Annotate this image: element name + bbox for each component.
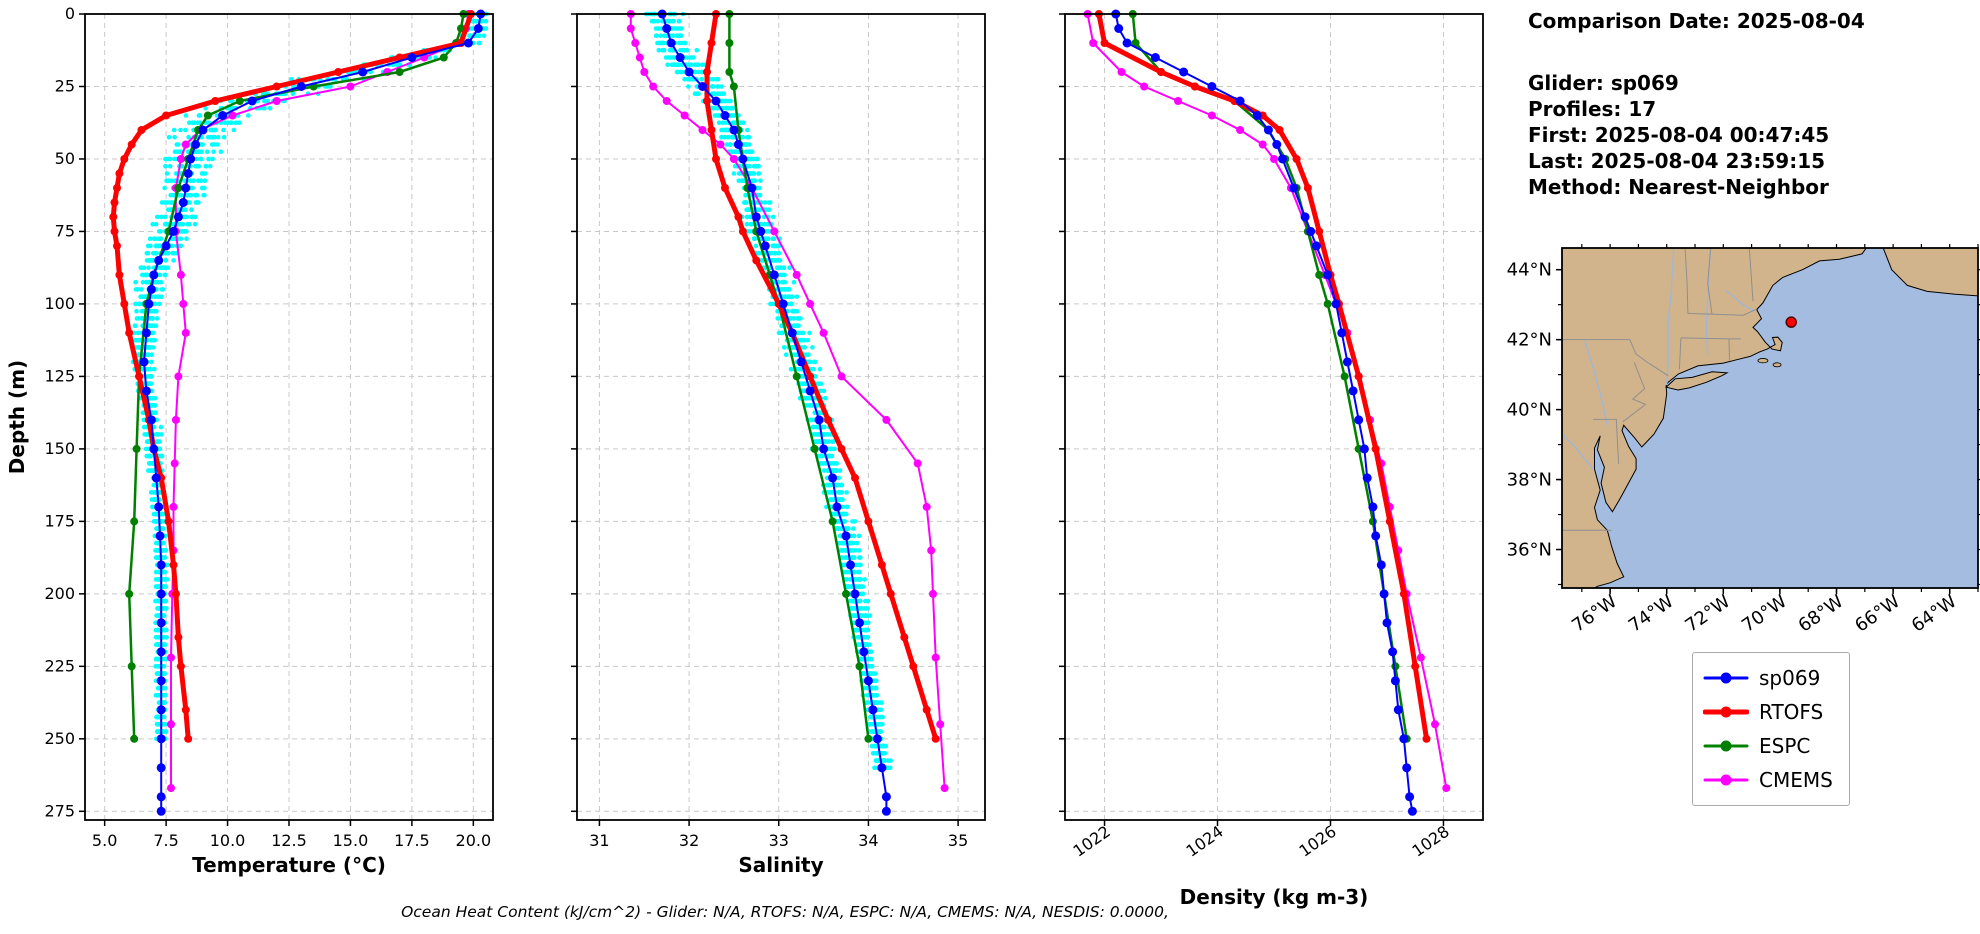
svg-text:64°W: 64°W <box>1908 591 1961 637</box>
state-border <box>1684 248 1689 314</box>
method: Method: Nearest-Neighbor <box>1528 175 1829 199</box>
svg-text:70°W: 70°W <box>1738 591 1791 637</box>
svg-text:76°W: 76°W <box>1568 591 1621 637</box>
profiles-count: Profiles: 17 <box>1528 97 1657 121</box>
temperature-panel: 5.0 7.5 10.0 12.5 15.0 17.5 20.0 0 25 50 75 100 125 1… <box>5 4 494 877</box>
state-border <box>1728 338 1730 361</box>
svg-text:1024: 1024 <box>1183 822 1227 861</box>
legend-line-sp069 <box>1703 672 1749 684</box>
svg-text:5.0: 5.0 <box>92 831 117 850</box>
svg-text:250: 250 <box>44 729 75 748</box>
svg-text:31: 31 <box>589 831 609 850</box>
legend-entry-cmems: CMEMS <box>1703 763 1833 797</box>
svg-text:100: 100 <box>44 294 75 313</box>
svg-text:125: 125 <box>44 366 75 385</box>
svg-text:36°N: 36°N <box>1507 540 1552 561</box>
svg-text:32: 32 <box>679 831 699 850</box>
svg-text:50: 50 <box>55 149 75 168</box>
svg-text:225: 225 <box>44 656 75 675</box>
svg-text:74°W: 74°W <box>1625 591 1678 637</box>
comparison-date: Comparison Date: 2025-08-04 <box>1528 9 1865 33</box>
state-border <box>1562 339 1648 363</box>
legend-entry-rtofs: RTOFS <box>1703 695 1833 729</box>
svg-text:0: 0 <box>65 4 75 23</box>
x-axis-label: Salinity <box>738 853 823 877</box>
series-sp069 <box>139 9 486 816</box>
svg-text:275: 275 <box>44 801 75 820</box>
svg-text:1022: 1022 <box>1070 822 1114 861</box>
x-axis-label: Temperature (°C) <box>192 853 386 877</box>
svg-text:40°N: 40°N <box>1507 400 1552 421</box>
svg-text:150: 150 <box>44 439 75 458</box>
svg-text:34: 34 <box>858 831 878 850</box>
river <box>1562 433 1594 470</box>
svg-text:200: 200 <box>44 584 75 603</box>
legend-label: RTOFS <box>1759 700 1824 724</box>
first-profile-time: First: 2025-08-04 00:47:45 <box>1528 123 1830 147</box>
svg-text:7.5: 7.5 <box>153 831 178 850</box>
legend-entry-sp069: sp069 <box>1703 661 1833 695</box>
svg-text:35: 35 <box>948 831 968 850</box>
legend-label: ESPC <box>1759 734 1811 758</box>
series-sp069 <box>657 9 891 816</box>
river <box>1666 248 1675 386</box>
state-border <box>1680 337 1741 340</box>
svg-text:38°N: 38°N <box>1507 470 1552 491</box>
state-border <box>1622 362 1647 423</box>
state-border <box>1748 248 1754 302</box>
series-rtofs <box>109 10 475 743</box>
state-border <box>1646 361 1669 377</box>
state-border <box>1593 418 1620 464</box>
svg-text:42°N: 42°N <box>1507 330 1552 351</box>
legend-label: sp069 <box>1759 666 1821 690</box>
svg-text:15.0: 15.0 <box>333 831 369 850</box>
info-panel: Comparison Date: 2025-08-04 Glider: sp06… <box>1528 8 1865 200</box>
x-axis-label: Density (kg m-3) <box>1180 885 1369 909</box>
svg-text:72°W: 72°W <box>1681 591 1734 637</box>
legend-entry-espc: ESPC <box>1703 729 1833 763</box>
land <box>1882 248 1978 297</box>
series-cmems <box>167 10 473 793</box>
ocean-heat-content-caption: Ocean Heat Content (kJ/cm^2) - Glider: N… <box>401 903 1169 921</box>
legend-line-espc <box>1703 740 1749 752</box>
last-profile-time: Last: 2025-08-04 23:59:15 <box>1528 149 1826 173</box>
svg-text:20.0: 20.0 <box>456 831 492 850</box>
svg-text:17.5: 17.5 <box>394 831 430 850</box>
legend: sp069 RTOFS ESPC CMEMS <box>1692 652 1850 806</box>
svg-text:68°W: 68°W <box>1795 591 1848 637</box>
legend-line-cmems <box>1703 774 1749 786</box>
island <box>1772 362 1782 368</box>
svg-text:75: 75 <box>55 221 75 240</box>
svg-text:10.0: 10.0 <box>210 831 246 850</box>
glider-name: Glider: sp069 <box>1528 71 1679 95</box>
svg-text:1028: 1028 <box>1409 822 1453 861</box>
svg-text:25: 25 <box>55 76 75 95</box>
series-sp069 <box>1111 9 1417 816</box>
glider-location-marker <box>1785 316 1797 328</box>
svg-text:1026: 1026 <box>1296 822 1340 861</box>
svg-text:44°N: 44°N <box>1507 260 1552 281</box>
state-border <box>1678 337 1682 370</box>
legend-label: CMEMS <box>1759 768 1833 792</box>
legend-line-rtofs <box>1703 706 1749 718</box>
island <box>1757 358 1769 364</box>
series-cmems <box>626 10 949 793</box>
svg-text:175: 175 <box>44 511 75 530</box>
y-axis-label: Depth (m) <box>5 360 29 474</box>
land <box>1665 371 1729 391</box>
svg-text:33: 33 <box>769 831 789 850</box>
land <box>1562 248 1867 588</box>
svg-text:12.5: 12.5 <box>271 831 307 850</box>
state-border <box>1687 308 1757 316</box>
location-map: 76°W 74°W 72°W 70°W 68°W 66°W 64°W 36°N 38°N 40°N… <box>1507 244 1980 637</box>
river <box>1583 339 1608 426</box>
river <box>1725 290 1755 312</box>
density-panel: 1022 1024 1026 1028 Density (kg m-3) <box>1059 9 1484 909</box>
state-border <box>1707 248 1713 315</box>
salinity-panel: 31 32 33 34 35 Salinity <box>571 9 986 877</box>
svg-text:66°W: 66°W <box>1851 591 1904 637</box>
profile-plots: 5.0 7.5 10.0 12.5 15.0 17.5 20.0 0 25 50 75 100 125 1… <box>5 4 1484 909</box>
